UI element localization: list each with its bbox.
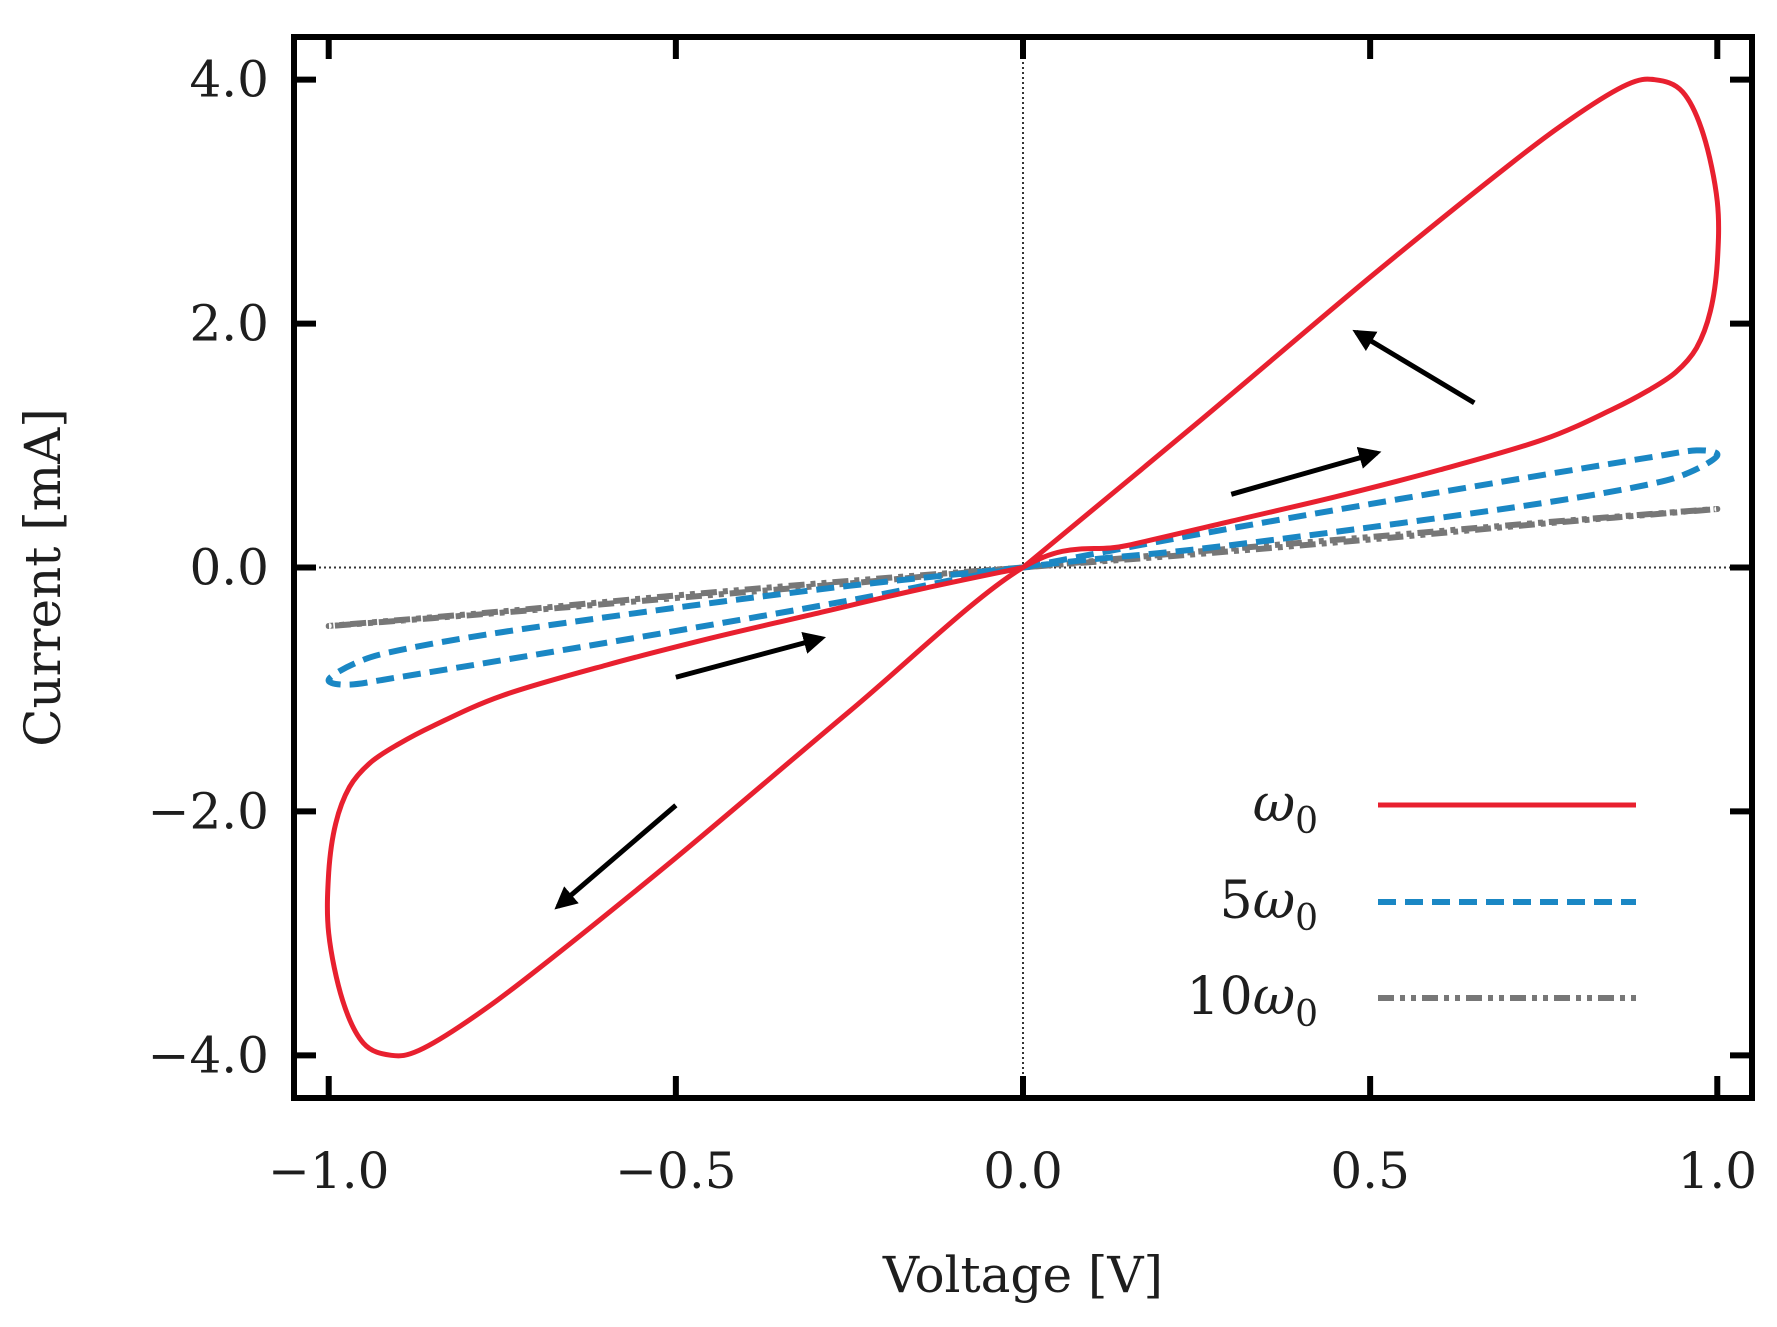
- x-axis-title: Voltage [V]: [882, 1246, 1163, 1304]
- legend-label-subscript: 0: [1295, 801, 1318, 842]
- direction-arrow: [1352, 329, 1476, 406]
- legend-label-symbol: ω: [1253, 871, 1295, 931]
- series-line-0: [324, 76, 1722, 1059]
- legend-label-2: 10ω0: [1187, 967, 1318, 1035]
- legend-label-subscript: 0: [1295, 994, 1318, 1035]
- direction-arrow: [675, 632, 827, 680]
- legend-label-prefix: 10: [1187, 967, 1253, 1027]
- legend-label-symbol: ω: [1253, 774, 1295, 834]
- plot-frame: [291, 34, 1755, 1101]
- x-tick-label: −0.5: [615, 1142, 736, 1200]
- legend-label-subscript: 0: [1295, 898, 1318, 939]
- y-tick-label: −4.0: [148, 1026, 269, 1084]
- x-tick-label: −1.0: [268, 1142, 389, 1200]
- y-tick-label: 2.0: [189, 295, 269, 353]
- direction-arrow: [1230, 446, 1382, 497]
- direction-arrows: [554, 329, 1476, 910]
- series-layer: [324, 76, 1722, 1059]
- y-axis-title: Current [mA]: [14, 408, 72, 747]
- x-tick-label: 0.0: [983, 1142, 1063, 1200]
- legend-label-0: ω0: [1253, 774, 1318, 842]
- direction-arrow: [554, 803, 678, 910]
- legend-label-1: 5ω0: [1220, 871, 1318, 939]
- y-tick-label: −2.0: [148, 782, 269, 840]
- tick-labels: −1.0 −0.5 0.0 0.5 1.0 4.0 2.0 0.0 −2.0 −4.0: [148, 51, 1757, 1200]
- y-tick-label: 0.0: [189, 539, 269, 597]
- x-tick-label: 0.5: [1330, 1142, 1410, 1200]
- legend-label-symbol: ω: [1253, 967, 1295, 1027]
- axis-ticks: [294, 37, 1752, 1098]
- legend-label-prefix: 5: [1220, 871, 1253, 931]
- y-tick-label: 4.0: [189, 51, 269, 109]
- x-tick-label: 1.0: [1678, 1142, 1758, 1200]
